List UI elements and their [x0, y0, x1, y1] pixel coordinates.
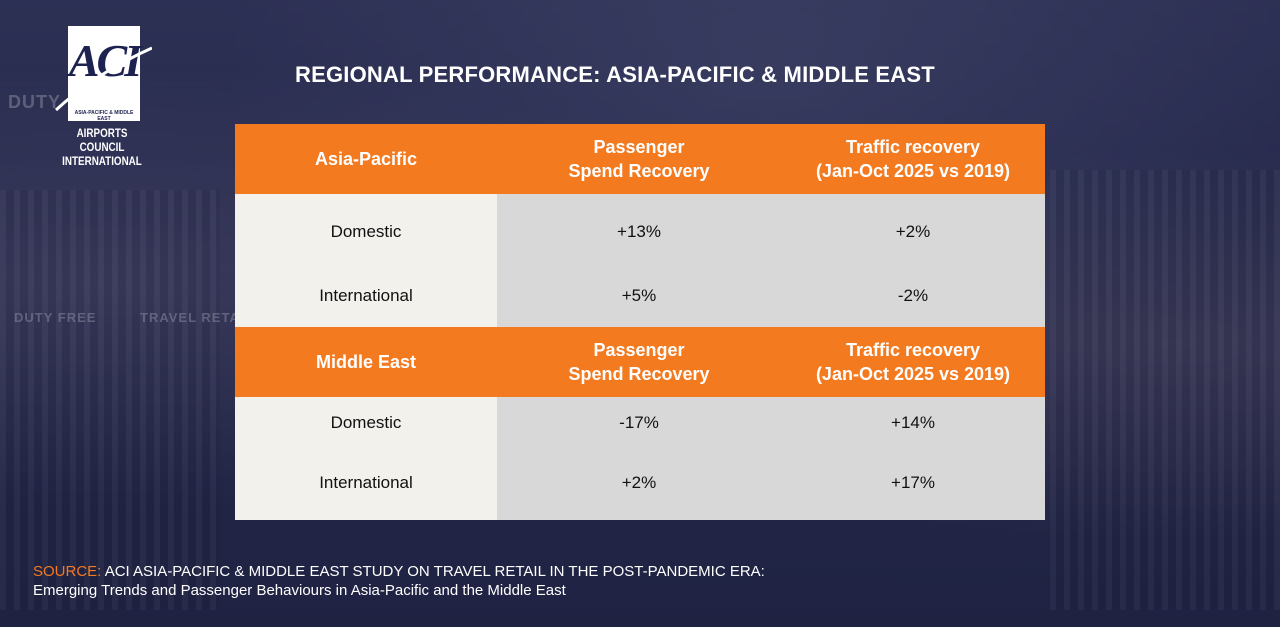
- region-header: Asia-Pacific: [314, 149, 418, 169]
- table-row: International +2% +17%: [235, 457, 1045, 509]
- source-label: SOURCE:: [33, 563, 102, 580]
- background-shelf-right: [1050, 170, 1280, 610]
- traffic-value: -2%: [897, 286, 929, 305]
- logo-org-line1: AIRPORTS COUNCIL: [76, 126, 128, 154]
- table-row: International +5% -2%: [235, 266, 1045, 326]
- logo-box: ACI ASIA-PACIFIC & MIDDLE EAST: [68, 26, 142, 122]
- table-body-middle-east: Domestic -17% +14% International +2% +17…: [235, 397, 1045, 520]
- traffic-recovery-header: Traffic recovery (Jan-Oct 2025 vs 2019): [781, 124, 1045, 194]
- spend-value: +5%: [621, 286, 657, 305]
- spend-value: +2%: [621, 473, 657, 492]
- spend-header-line1: Passenger: [593, 340, 685, 360]
- table-row: Domestic +13% +2%: [235, 202, 1045, 262]
- spend-value: -17%: [619, 413, 659, 432]
- row-label: Domestic: [330, 413, 402, 432]
- table-body-asia-pacific: Domestic +13% +2% International +5% -2%: [235, 194, 1045, 327]
- table-row: Domestic -17% +14%: [235, 397, 1045, 449]
- spend-value: +13%: [617, 222, 661, 241]
- page-title: REGIONAL PERFORMANCE: ASIA-PACIFIC & MID…: [295, 62, 935, 87]
- source-line2: Emerging Trends and Passenger Behaviours…: [33, 582, 566, 599]
- data-columns-bg: [497, 194, 1045, 327]
- traffic-header-line1: Traffic recovery: [845, 340, 981, 360]
- background-sign-travel-retail: TRAVEL RETAIL: [140, 310, 254, 325]
- logo-region-line: ASIA-PACIFIC & MIDDLE EAST: [74, 110, 134, 122]
- logo-org-line2: INTERNATIONAL: [62, 154, 142, 168]
- spend-recovery-header: Passenger Spend Recovery: [497, 124, 781, 194]
- row-label: Domestic: [330, 222, 402, 241]
- traffic-header-line2: (Jan-Oct 2025 vs 2019): [815, 161, 1011, 181]
- source-line1: ACI ASIA-PACIFIC & MIDDLE EAST STUDY ON …: [104, 563, 765, 580]
- traffic-value: +17%: [891, 473, 935, 492]
- traffic-value: +2%: [895, 222, 931, 241]
- background-sign-duty: DUTY: [8, 92, 61, 112]
- aci-logo: ACI ASIA-PACIFIC & MIDDLE EAST AIRPORTS …: [52, 26, 152, 168]
- spend-header-line2: Spend Recovery: [568, 364, 710, 384]
- row-label: International: [319, 473, 413, 492]
- table-header-asia-pacific: Asia-Pacific Passenger Spend Recovery Tr…: [235, 124, 1045, 194]
- background-shelf-left: [0, 190, 220, 610]
- background-sign-duty-free: DUTY FREE: [14, 310, 97, 325]
- table-header-middle-east: Middle East Passenger Spend Recovery Tra…: [235, 327, 1045, 397]
- traffic-header-line1: Traffic recovery: [845, 137, 981, 157]
- spend-recovery-header: Passenger Spend Recovery: [497, 327, 781, 397]
- regional-performance-table: Asia-Pacific Passenger Spend Recovery Tr…: [235, 124, 1045, 520]
- logo-mark: ACI: [68, 35, 142, 86]
- data-columns-bg: [497, 397, 1045, 520]
- spend-header-line2: Spend Recovery: [568, 161, 710, 181]
- spend-header-line1: Passenger: [593, 137, 685, 157]
- traffic-header-line2: (Jan-Oct 2025 vs 2019): [815, 364, 1011, 384]
- traffic-recovery-header: Traffic recovery (Jan-Oct 2025 vs 2019): [781, 327, 1045, 397]
- logo-swoosh-icon: [54, 46, 152, 112]
- traffic-value: +14%: [891, 413, 935, 432]
- region-header: Middle East: [315, 352, 417, 372]
- label-column-bg: [235, 194, 497, 327]
- logo-org-name: AIRPORTS COUNCIL INTERNATIONAL: [61, 126, 143, 168]
- source-note: SOURCE: ACI ASIA-PACIFIC & MIDDLE EAST S…: [33, 562, 765, 600]
- label-column-bg: [235, 397, 497, 520]
- row-label: International: [319, 286, 413, 305]
